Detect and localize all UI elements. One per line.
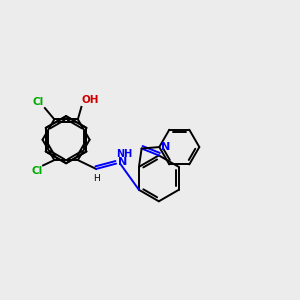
Text: H: H [93,174,100,183]
Text: OH: OH [82,94,100,105]
Text: Cl: Cl [31,166,43,176]
Text: Cl: Cl [33,97,44,107]
Text: N: N [161,142,170,152]
Text: N: N [118,158,127,167]
Text: NH: NH [116,148,133,159]
